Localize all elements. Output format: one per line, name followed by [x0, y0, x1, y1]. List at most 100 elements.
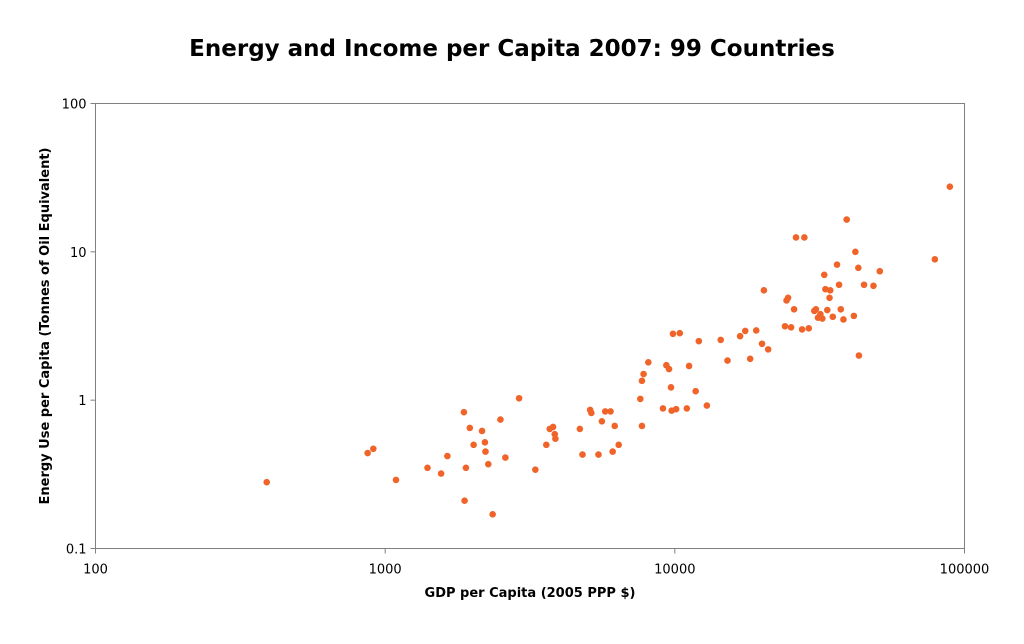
data-point [823, 306, 831, 314]
y-axis-ticks: 0.1 1 10 100 [62, 98, 96, 558]
data-point [470, 441, 477, 449]
data-point [784, 294, 792, 302]
data-point [461, 497, 468, 505]
plot-area: 100 1000 10000 100000 0.1 1 10 100 [62, 98, 990, 578]
data-point [837, 305, 845, 313]
data-point [850, 312, 858, 320]
data-point [667, 384, 675, 391]
data-point [489, 511, 496, 518]
data-point [736, 332, 744, 340]
data-point [598, 418, 606, 425]
data-point [812, 305, 820, 313]
data-point [462, 464, 470, 472]
data-point [672, 405, 680, 413]
x-tick-label: 100 [83, 563, 108, 578]
data-point [552, 435, 559, 442]
data-point [870, 282, 877, 290]
data-point [790, 305, 798, 313]
data-point [876, 267, 884, 275]
x-tick-label: 10000 [654, 563, 695, 578]
data-point [532, 466, 539, 473]
data-point [669, 330, 677, 338]
data-point [611, 422, 618, 430]
data-point [760, 287, 768, 294]
data-point [829, 313, 837, 321]
x-tick-label: 1000 [369, 563, 402, 578]
data-point [484, 460, 492, 468]
data-point [852, 248, 859, 256]
data-point [805, 325, 813, 332]
y-tick-label: 0.1 [66, 543, 87, 558]
y-tick-label: 10 [70, 246, 87, 261]
data-point [576, 425, 584, 433]
data-point [638, 377, 646, 385]
data-point [820, 271, 828, 279]
data-point [741, 327, 749, 335]
chart-title: Energy and Income per Capita 2007: 99 Co… [189, 36, 835, 62]
data-point [840, 316, 847, 323]
data-point [792, 234, 800, 241]
data-point [855, 264, 862, 272]
data-point [609, 448, 616, 455]
data-point [787, 323, 795, 331]
data-point [588, 409, 595, 417]
data-point [781, 322, 789, 330]
plot-frame [95, 103, 965, 549]
data-point [638, 422, 646, 430]
y-axis-label: Energy Use per Capita (Tonnes of Oil Equ… [38, 148, 53, 505]
data-point [601, 408, 609, 415]
data-point [764, 346, 772, 353]
data-point [758, 340, 766, 348]
data-point [860, 281, 868, 289]
data-point [370, 445, 377, 453]
data-point [685, 362, 693, 370]
data-point [515, 394, 523, 402]
data-point [437, 470, 445, 477]
data-point [364, 449, 371, 457]
data-point [579, 451, 586, 458]
data-point [826, 294, 833, 302]
data-point [665, 365, 673, 373]
data-point [615, 441, 622, 449]
data-point [263, 478, 271, 486]
data-point [424, 464, 431, 472]
x-axis-ticks: 100 1000 10000 100000 [83, 548, 990, 578]
data-point [798, 326, 806, 333]
x-axis-label: GDP per Capita (2005 PPP $) [425, 586, 636, 601]
data-point [676, 329, 684, 337]
data-point [801, 234, 808, 241]
data-point [835, 281, 843, 289]
data-point [703, 402, 711, 409]
data-point [482, 448, 489, 455]
data-point [640, 370, 647, 378]
y-tick-label: 1 [78, 394, 86, 409]
data-point [607, 408, 614, 415]
data-point [819, 315, 826, 322]
data-point [692, 387, 699, 395]
data-point [460, 408, 468, 416]
data-point [843, 216, 850, 223]
data-point [695, 337, 703, 345]
x-tick-label: 100000 [940, 563, 990, 578]
data-point [855, 352, 863, 359]
data-point [833, 261, 841, 268]
data-point [392, 476, 400, 484]
data-points [263, 183, 954, 518]
data-point [595, 451, 602, 458]
data-point [752, 327, 760, 334]
data-point [724, 357, 731, 364]
data-point [481, 438, 489, 446]
data-point [946, 183, 954, 190]
data-point [645, 359, 652, 366]
data-point [543, 441, 550, 449]
data-point [746, 355, 754, 363]
data-point [826, 287, 834, 294]
data-point [637, 395, 644, 403]
data-point [497, 416, 504, 423]
data-point [502, 454, 509, 461]
data-point [659, 405, 667, 412]
data-point [717, 336, 725, 344]
data-point [683, 405, 691, 412]
